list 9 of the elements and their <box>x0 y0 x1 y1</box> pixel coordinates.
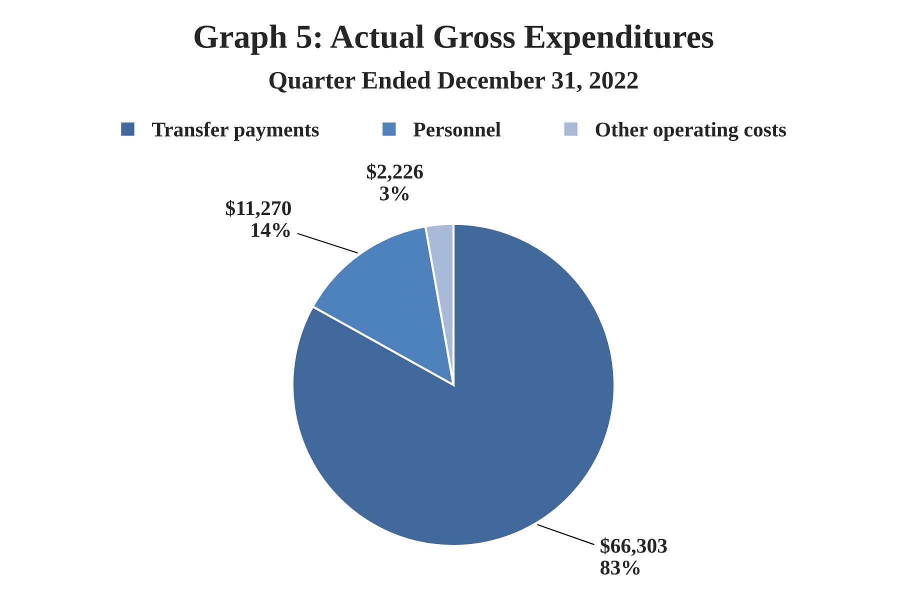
data-label: $2,226 3% <box>367 163 423 201</box>
legend-label: Personnel <box>413 122 501 137</box>
data-label: $11,270 14% <box>226 200 291 238</box>
chart-subtitle: Quarter Ended December 31, 2022 <box>269 71 638 93</box>
chart-title: Graph 5: Actual Gross Expenditures <box>194 24 714 55</box>
legend-label: Transfer payments <box>152 122 319 141</box>
legend-label: Other operating costs <box>596 122 786 141</box>
data-label: $66,303 83% <box>600 538 667 575</box>
pie-slice <box>312 225 455 386</box>
